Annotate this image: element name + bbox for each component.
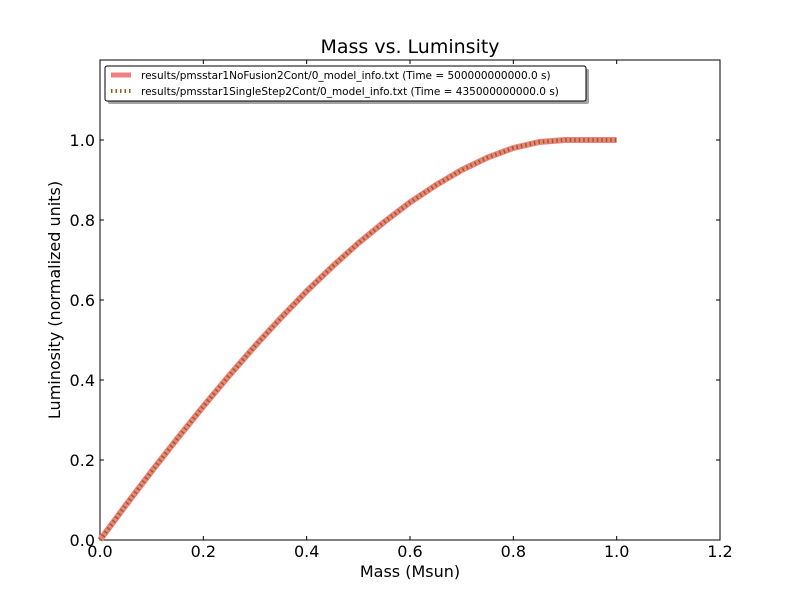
x-tick-label: 0.2	[191, 542, 216, 561]
x-tick-label: 1.0	[604, 542, 629, 561]
y-tick-label: 0.0	[70, 531, 95, 550]
x-tick-label: 1.2	[707, 542, 732, 561]
series-line-2	[98, 138, 617, 542]
legend-label-nofusion: results/pmsstar1NoFusion2Cont/0_model_in…	[141, 70, 551, 82]
x-tick-label: 0.0	[87, 542, 112, 561]
y-axis-label: Luminosity (normalized units)	[45, 181, 64, 419]
plot-area	[99, 59, 721, 541]
x-tick-label: 0.4	[294, 542, 319, 561]
x-tick-labels: 0.0 0.2 0.4 0.6 0.8 1.0 1.2	[87, 542, 732, 561]
y-tick-labels: 0.0 0.2 0.4 0.6 0.8 1.0	[70, 131, 95, 550]
chart-title: Mass vs. Luminsity	[320, 36, 499, 58]
x-axis-label: Mass (Msun)	[360, 562, 460, 581]
y-tick-label: 0.4	[70, 371, 95, 390]
y-tick-label: 0.2	[70, 451, 95, 470]
legend-box	[104, 65, 587, 102]
y-tick-label: 0.8	[70, 211, 95, 230]
y-tick-label: 0.6	[70, 291, 95, 310]
x-tick-label: 0.6	[397, 542, 422, 561]
x-tick-label: 0.8	[501, 542, 526, 561]
series-layer	[97, 137, 617, 542]
axis-ticks	[99, 60, 721, 541]
y-tick-label: 1.0	[70, 131, 95, 150]
legend-label-singlestep: results/pmsstar1SingleStep2Cont/0_model_…	[141, 86, 559, 98]
legend: results/pmsstar1NoFusion2Cont/0_model_in…	[104, 65, 589, 104]
